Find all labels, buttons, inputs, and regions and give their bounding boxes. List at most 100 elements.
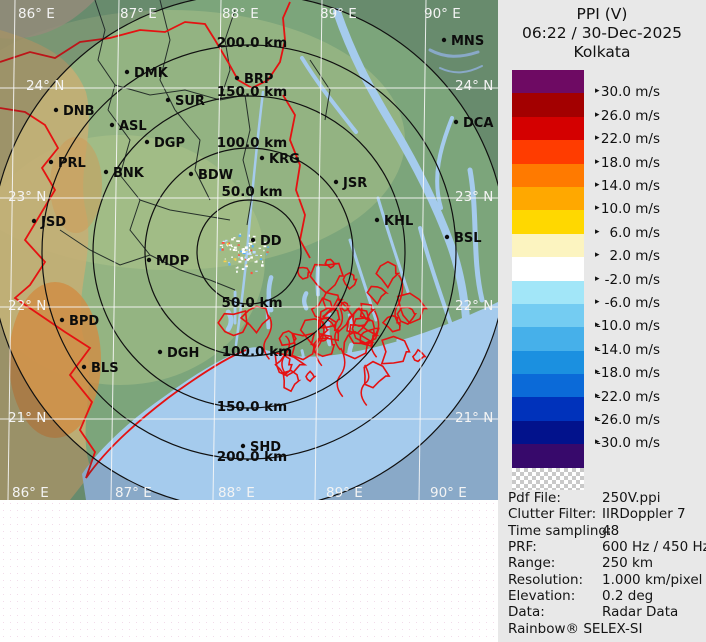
sundarbans-coastline [291,332,316,361]
metadata-label: Clutter Filter: [508,506,597,523]
station-marker-BDW: BDW [188,168,233,183]
station-marker-JSD: JSD [31,215,66,230]
legend-label: 10.0 m/s [600,201,660,218]
radar-echo-speckle [224,258,226,260]
radar-echo-speckle [250,243,253,245]
legend-label: -2.0 m/s [604,271,660,288]
radar-echo-speckle [247,252,250,255]
sundarbans-coastline [312,333,336,358]
radar-echo-speckle [255,260,258,262]
longitude-gridline [314,0,323,500]
legend-color-segment [512,420,584,445]
latitude-label: 23° N [455,189,493,205]
longitude-gridline [212,0,222,500]
legend-tick-arrow-icon: ▸ [595,343,600,354]
svg-text:MDP: MDP [156,254,189,269]
radar-echo-speckle [222,240,226,243]
radar-echo-speckle [255,270,258,272]
info-panel: PPI (V) 06:22 / 30-Dec-2025 Kolkata ▸ 30.… [498,0,706,642]
ring-distance-label: 100.0 km [222,344,292,360]
radar-echo-speckle [231,246,233,248]
legend-color-segment [512,444,584,468]
software-brand: Rainbow® SELEX-SI [508,621,643,637]
river [418,226,454,330]
metadata-row: PRF: 600 Hz / 450 Hz [498,539,706,555]
svg-text:DGH: DGH [167,346,199,361]
latitude-label: 23° N [8,189,46,205]
radar-echo-speckle [255,254,258,256]
sundarbans-coastline [317,316,340,342]
latitude-label: 21° N [8,410,46,426]
svg-text:JSR: JSR [342,176,367,191]
svg-text:PRL: PRL [58,156,86,171]
station-marker-DD: DD [250,234,282,249]
latitude-label: 21° N [455,410,493,426]
sundarbans-coastline [340,301,351,312]
district-boundary [309,59,331,121]
range-ring [41,44,457,460]
radar-echo-speckle [245,258,247,261]
radar-echo-speckle [226,244,229,247]
metadata-label: Elevation: [508,587,576,604]
svg-text:BDW: BDW [198,168,233,183]
legend-label: 6.0 m/s [609,224,661,241]
state-boundary [0,107,96,479]
radar-echo-speckle [248,242,251,244]
range-ring [144,147,354,357]
metadata-row: Data: Radar Data [498,604,706,620]
district-boundary [139,199,231,221]
longitude-label: 86° E [12,485,49,500]
metadata-value: IIRDoppler 7 [602,506,686,523]
legend-label: 18.0 m/s [600,154,660,171]
radar-echo-speckle [221,242,225,244]
metadata-row: Resolution: 1.000 km/pixel [498,572,706,588]
district-boundary [159,0,176,111]
radar-echo-speckle [250,271,253,275]
radar-echo-speckle [230,244,233,247]
legend-label: 26.0 m/s [600,107,660,124]
metadata-label: Time sampling: [508,522,612,539]
river [435,116,454,210]
legend-color-segment [512,210,584,234]
longitude-label: 86° E [18,6,55,22]
district-boundary [114,84,246,101]
legend-color-segment [512,280,584,304]
radar-echo-speckle [266,251,269,253]
title-block: PPI (V) 06:22 / 30-Dec-2025 Kolkata [498,5,706,62]
legend-label: 14.0 m/s [600,178,660,194]
radar-echo-speckle [238,254,240,257]
sundarbans-coastline [363,360,391,389]
latitude-label: 22° N [8,298,46,314]
radar-echo-speckle [239,233,241,235]
radar-echo-speckle [241,268,245,270]
legend-tick-arrow-icon: ▸ [595,437,600,448]
legend-label: -6.0 m/s [604,295,660,311]
radar-echo-speckle [260,255,262,257]
radar-echo-speckle [228,242,230,245]
ring-distance-label: 100.0 km [217,135,287,151]
legend-tick-arrow-icon: ▸ [595,273,600,284]
metadata-value: 250V.ppi [602,490,661,506]
ring-distance-label: 200.0 km [217,35,287,51]
radar-echo-speckle [235,249,238,252]
metadata-value: Radar Data [602,604,679,621]
station-marker-KRG: KRG [259,152,300,167]
background-area [0,500,498,642]
svg-text:DD: DD [260,234,282,249]
radar-echo-speckle [248,234,250,237]
legend-rf-pattern-segment [512,467,584,490]
radar-echo-speckle [246,249,248,251]
legend-color-segment [512,70,584,94]
legend-label: -30.0 m/s [596,435,660,452]
product-datetime: 06:22 / 30-Dec-2025 [521,24,683,42]
radar-echo-speckle [229,244,231,247]
sundarbans-coastline [299,318,330,350]
radar-echo-speckle [249,251,251,254]
legend-tick-arrow-icon: ▸ [595,133,600,144]
radar-echo-speckle [229,248,232,251]
radar-echo-speckle [245,264,248,266]
metadata-label: Range: [508,555,556,572]
svg-text:BPD: BPD [69,314,99,329]
station-marker-BLS: BLS [81,361,119,376]
